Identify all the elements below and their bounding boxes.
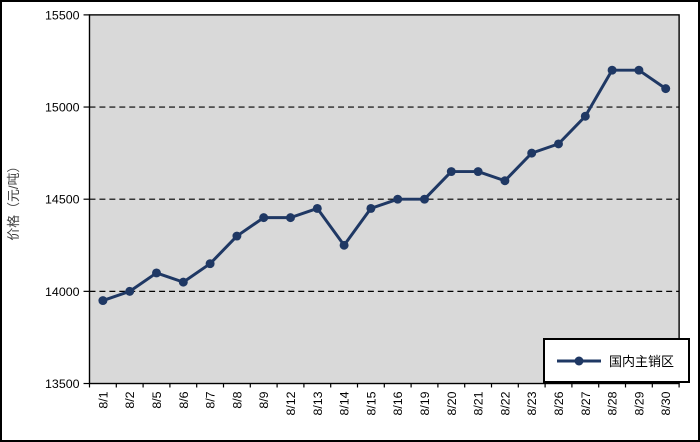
x-tick-label: 8/29 <box>632 391 646 415</box>
legend: 国内主销区 <box>543 338 690 383</box>
x-tick-label: 8/15 <box>364 391 378 415</box>
data-point <box>554 139 563 149</box>
y-tick-label: 13500 <box>45 377 80 391</box>
data-point <box>178 277 188 287</box>
data-point <box>232 231 242 241</box>
data-point <box>500 176 510 186</box>
data-point <box>527 148 537 158</box>
y-tick-label: 15500 <box>45 8 80 22</box>
data-point <box>339 240 349 250</box>
x-tick-label: 8/5 <box>150 391 164 408</box>
x-tick-label: 8/6 <box>177 391 191 408</box>
data-point <box>420 194 429 204</box>
data-point <box>312 203 322 213</box>
legend-series-key-icon <box>557 356 601 365</box>
x-tick-label: 8/1 <box>96 391 110 408</box>
series-line <box>101 68 668 303</box>
x-tick-label: 8/7 <box>204 391 218 408</box>
data-point <box>259 213 269 223</box>
data-point <box>661 84 671 94</box>
data-point <box>607 65 617 75</box>
y-tick-label: 15000 <box>45 101 80 115</box>
x-tick-label: 8/30 <box>659 391 673 415</box>
x-tick-label: 8/26 <box>552 391 566 415</box>
x-tick-label: 8/19 <box>418 391 432 415</box>
legend-marker-icon <box>574 356 584 365</box>
data-point <box>366 203 376 213</box>
legend-label: 国内主销区 <box>609 354 675 369</box>
data-point <box>205 259 215 269</box>
data-point <box>446 167 456 177</box>
y-axis-title: 价格（元/吨） <box>6 160 21 241</box>
x-tick-label: 8/8 <box>230 391 244 408</box>
x-tick-label: 8/22 <box>498 391 512 415</box>
data-point <box>634 65 644 75</box>
x-tick-label: 8/21 <box>472 391 486 415</box>
x-tick-label: 8/28 <box>606 391 620 415</box>
data-point <box>152 268 161 278</box>
x-tick-label: 8/2 <box>123 391 137 408</box>
x-tick-label: 8/14 <box>338 391 352 415</box>
x-tick-label: 8/27 <box>579 391 593 415</box>
x-tick-label: 8/23 <box>525 391 539 415</box>
data-point <box>393 194 403 204</box>
y-tick-label: 14500 <box>45 193 80 207</box>
data-point <box>98 296 108 306</box>
data-point <box>580 111 590 121</box>
x-tick-label: 8/16 <box>391 391 405 415</box>
x-tick-label: 8/9 <box>257 391 271 408</box>
x-tick-label: 8/20 <box>445 391 459 415</box>
y-tick-label: 14000 <box>45 285 80 299</box>
x-tick-label: 8/12 <box>284 391 298 415</box>
data-point <box>286 213 295 223</box>
data-point <box>125 286 135 296</box>
x-tick-label: 8/13 <box>311 391 325 415</box>
data-point <box>473 167 483 177</box>
